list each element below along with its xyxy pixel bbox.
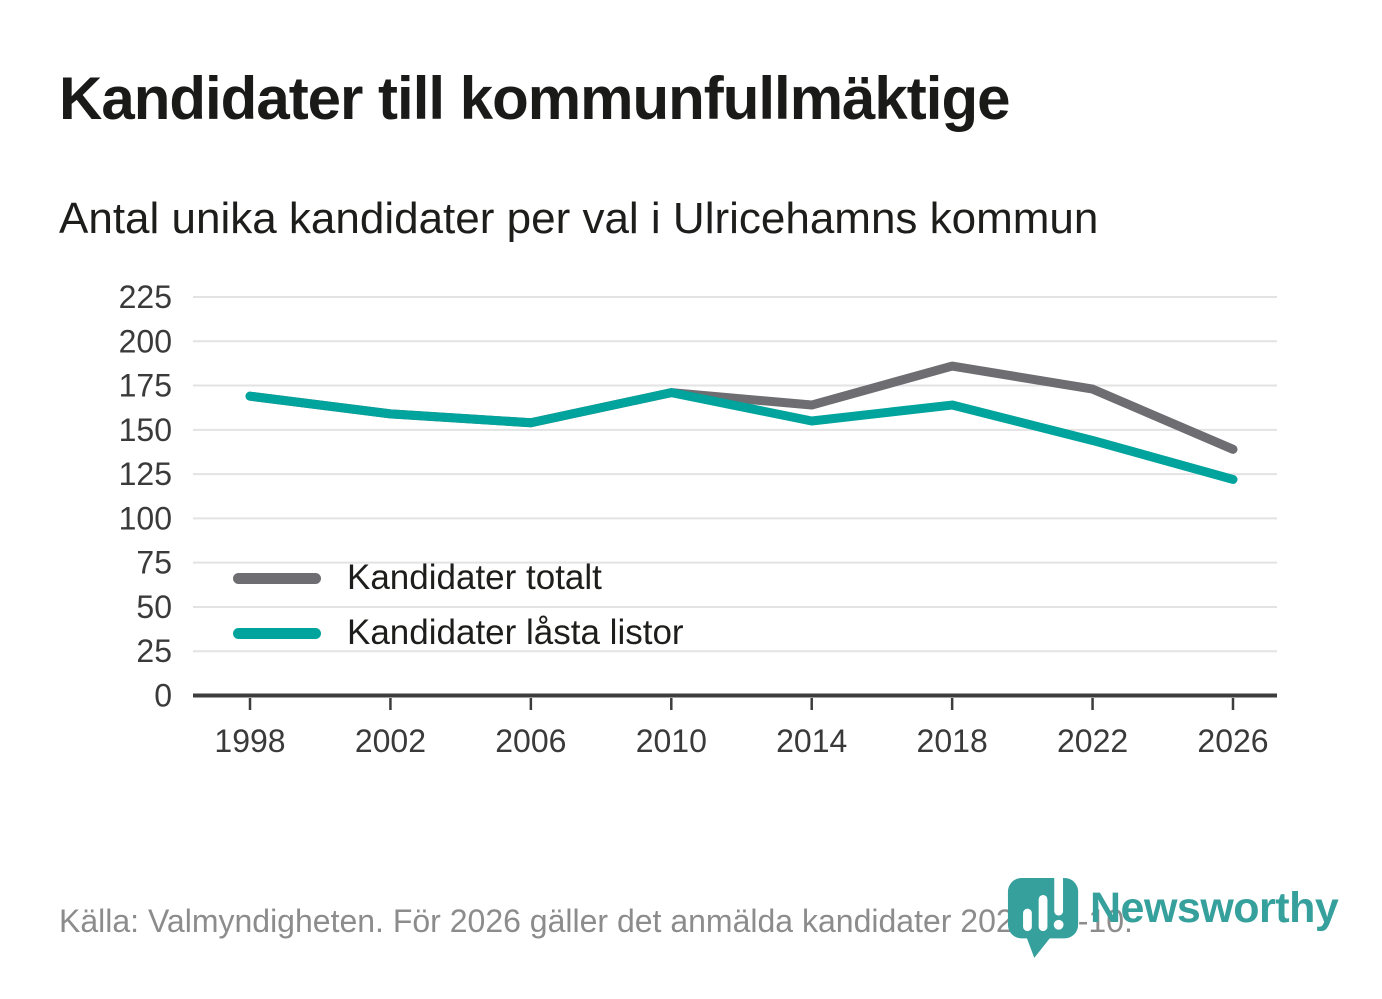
- source-note: Källa: Valmyndigheten. För 2026 gäller d…: [59, 903, 1133, 939]
- y-axis-label: 50: [136, 589, 172, 625]
- brand-wordmark: Newsworthy: [1090, 883, 1339, 932]
- legend-swatch: [233, 627, 321, 639]
- y-axis-label: 225: [119, 279, 172, 315]
- y-axis-label: 125: [119, 456, 172, 492]
- bar-chart-pin-icon: [1007, 871, 1079, 958]
- legend-label: Kandidater låsta listor: [347, 613, 684, 652]
- legend-item: Kandidater totalt: [233, 556, 684, 600]
- legend-swatch: [233, 572, 321, 584]
- y-axis-label: 150: [119, 412, 172, 448]
- x-axis-label: 1998: [214, 723, 285, 759]
- x-axis-label: 2010: [636, 723, 707, 759]
- y-axis-label: 75: [136, 545, 172, 581]
- newsworthy-logo[interactable]: Newsworthy: [1006, 870, 1339, 960]
- y-axis-label: 200: [119, 323, 172, 359]
- x-axis-label: 2002: [355, 723, 426, 759]
- y-axis-label: 25: [136, 633, 172, 669]
- x-axis-label: 2026: [1197, 723, 1268, 759]
- x-axis-label: 2022: [1057, 723, 1128, 759]
- y-axis-label: 175: [119, 368, 172, 404]
- page-title: Kandidater till kommunfullmäktige: [59, 65, 1010, 132]
- x-axis-label: 2006: [495, 723, 566, 759]
- legend-item: Kandidater låsta listor: [233, 611, 684, 655]
- series-line-kandidater-l-sta-listor: [245, 388, 1238, 484]
- legend-label: Kandidater totalt: [347, 558, 602, 597]
- chart-legend: Kandidater totalt Kandidater låsta listo…: [233, 556, 684, 666]
- y-axis-label: 100: [119, 500, 172, 536]
- y-axis-label: 0: [154, 678, 172, 714]
- x-axis-label: 2014: [776, 723, 847, 759]
- x-axis-label: 2018: [917, 723, 988, 759]
- chart-canvas: 0 25 50 75 100 125 150 175 200 225 1998 2002 2006 201…: [119, 279, 1277, 759]
- page-subtitle: Antal unika kandidater per val i Ulriceh…: [59, 194, 1099, 243]
